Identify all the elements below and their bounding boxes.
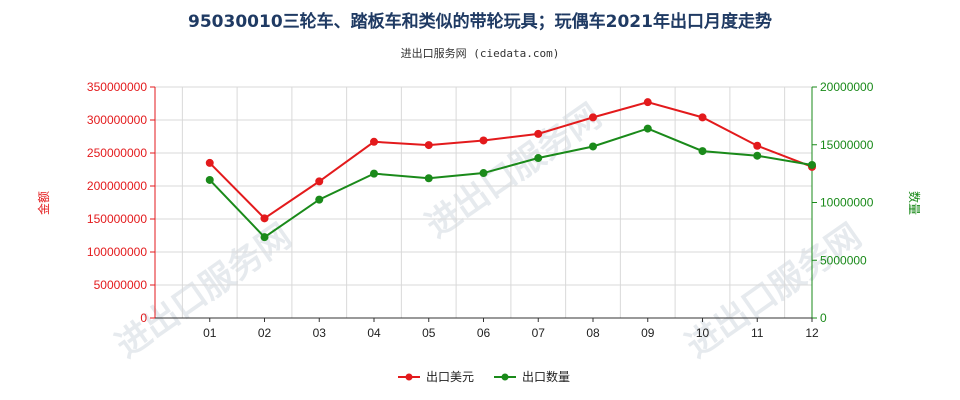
- axes: 0500000001000000001500000002000000002500…: [87, 80, 874, 340]
- watermark-text: 进出口服务网: [419, 96, 609, 246]
- series-layer: [205, 98, 816, 242]
- series-line-usd: [209, 101, 813, 220]
- y-left-tick-label: 0: [140, 311, 147, 325]
- legend-swatch-marker: [501, 373, 509, 381]
- y-left-tick-label: 200000000: [87, 179, 147, 193]
- y-right-tick-label: 15000000: [820, 138, 874, 152]
- y-left-tick-label: 250000000: [87, 146, 147, 160]
- y-right-axis-title: 数量: [907, 191, 922, 215]
- x-tick-label: 05: [422, 326, 436, 340]
- x-tick-label: 07: [532, 326, 546, 340]
- x-tick-label: 10: [696, 326, 710, 340]
- chart-title: 95030010三轮车、踏板车和类似的带轮玩具；玩偶车2021年出口月度走势: [188, 11, 772, 32]
- point-quantity: [479, 169, 488, 178]
- y-left-tick-label: 50000000: [94, 278, 148, 292]
- point-usd: [643, 98, 652, 107]
- point-usd: [205, 158, 214, 167]
- legend: 出口美元 出口数量: [398, 369, 570, 384]
- legend-swatch-marker: [405, 373, 413, 381]
- x-tick-label: 03: [313, 326, 327, 340]
- legend-label: 出口美元: [426, 370, 474, 384]
- y-right-tick-label: 20000000: [820, 80, 874, 94]
- y-left-tick-label: 300000000: [87, 113, 147, 127]
- x-tick-label: 11: [751, 326, 764, 340]
- point-usd: [589, 113, 597, 122]
- point-usd: [424, 141, 433, 150]
- x-tick-label: 12: [805, 326, 819, 340]
- x-tick-label: 01: [203, 326, 217, 340]
- watermark-text: 进出口服务网: [679, 216, 869, 366]
- point-quantity: [643, 124, 652, 133]
- point-usd: [698, 113, 707, 122]
- point-quantity: [260, 233, 269, 242]
- point-usd: [479, 136, 488, 145]
- point-usd: [534, 129, 543, 138]
- y-left-tick-label: 100000000: [87, 245, 147, 259]
- point-usd: [753, 141, 762, 150]
- legend-label: 出口数量: [522, 369, 570, 384]
- point-usd: [260, 214, 269, 223]
- y-left-tick-label: 350000000: [87, 80, 147, 94]
- point-quantity: [205, 175, 214, 184]
- point-usd: [370, 137, 378, 146]
- point-quantity: [589, 142, 597, 151]
- y-left-axis-title: 金额: [36, 191, 51, 215]
- point-quantity: [753, 151, 762, 160]
- chart-subtitle: 进出口服务网 (ciedata.com): [401, 46, 560, 60]
- series-line-quantity: [209, 127, 813, 239]
- point-quantity: [534, 154, 543, 163]
- point-quantity: [424, 174, 433, 183]
- point-quantity: [315, 195, 324, 204]
- y-left-tick-label: 150000000: [87, 212, 147, 226]
- point-quantity: [808, 160, 816, 169]
- x-tick-label: 06: [477, 326, 491, 340]
- x-tick-label: 09: [641, 326, 655, 340]
- point-quantity: [370, 169, 378, 178]
- point-usd: [315, 177, 324, 186]
- y-right-tick-label: 10000000: [820, 196, 874, 210]
- y-right-tick-label: 5000000: [820, 253, 867, 267]
- point-quantity: [698, 147, 707, 156]
- x-tick-label: 08: [586, 326, 600, 340]
- y-right-tick-label: 0: [820, 311, 827, 325]
- x-tick-label: 02: [258, 326, 272, 340]
- x-tick-label: 04: [367, 326, 381, 340]
